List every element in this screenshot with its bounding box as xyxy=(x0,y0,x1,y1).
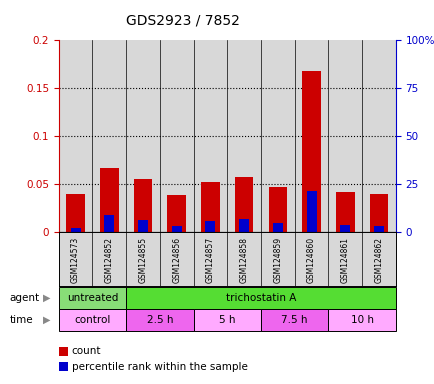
Bar xyxy=(339,225,349,232)
Bar xyxy=(59,40,92,232)
Text: untreated: untreated xyxy=(66,293,118,303)
Bar xyxy=(126,40,160,232)
Bar xyxy=(66,194,85,232)
Bar xyxy=(133,179,152,232)
Bar xyxy=(205,221,215,232)
Text: GSM124862: GSM124862 xyxy=(374,237,383,283)
Text: 7.5 h: 7.5 h xyxy=(281,315,307,325)
Text: ▶: ▶ xyxy=(43,293,51,303)
Bar xyxy=(260,40,294,232)
Text: agent: agent xyxy=(10,293,39,303)
Bar xyxy=(272,223,282,232)
Text: count: count xyxy=(72,346,101,356)
Bar xyxy=(260,309,328,331)
Text: control: control xyxy=(74,315,110,325)
Text: ▶: ▶ xyxy=(43,315,51,325)
Bar xyxy=(59,287,126,309)
Text: 10 h: 10 h xyxy=(350,315,373,325)
Bar xyxy=(104,215,114,232)
Bar xyxy=(126,309,193,331)
Bar xyxy=(306,191,316,232)
Text: GSM124855: GSM124855 xyxy=(138,237,147,283)
Bar xyxy=(373,226,383,232)
Bar xyxy=(193,40,227,232)
Bar xyxy=(369,194,388,232)
Text: GSM124861: GSM124861 xyxy=(340,237,349,283)
Bar xyxy=(302,71,320,232)
Text: time: time xyxy=(10,315,33,325)
Text: GSM124856: GSM124856 xyxy=(172,237,181,283)
Bar xyxy=(234,177,253,232)
Bar xyxy=(167,195,186,232)
Bar xyxy=(126,287,395,309)
Text: trichostatin A: trichostatin A xyxy=(225,293,296,303)
Bar xyxy=(160,40,193,232)
Text: GSM124857: GSM124857 xyxy=(205,237,214,283)
Bar xyxy=(59,309,126,331)
Text: 2.5 h: 2.5 h xyxy=(146,315,173,325)
Bar xyxy=(70,227,80,232)
Bar xyxy=(92,40,126,232)
Text: GDS2923 / 7852: GDS2923 / 7852 xyxy=(125,13,239,27)
Text: GSM124860: GSM124860 xyxy=(306,237,316,283)
Bar xyxy=(362,40,395,232)
Bar xyxy=(100,168,118,232)
Bar xyxy=(335,192,354,232)
Bar xyxy=(227,40,260,232)
Text: 5 h: 5 h xyxy=(219,315,235,325)
Bar xyxy=(294,40,328,232)
Text: GSM124858: GSM124858 xyxy=(239,237,248,283)
Text: GSM124573: GSM124573 xyxy=(71,237,80,283)
Bar xyxy=(328,309,395,331)
Bar xyxy=(268,187,286,232)
Text: GSM124859: GSM124859 xyxy=(273,237,282,283)
Text: percentile rank within the sample: percentile rank within the sample xyxy=(72,362,247,372)
Bar xyxy=(201,182,219,232)
Bar xyxy=(239,219,249,232)
Bar xyxy=(193,309,260,331)
Text: GSM124852: GSM124852 xyxy=(105,237,114,283)
Bar xyxy=(328,40,362,232)
Bar xyxy=(138,220,148,232)
Bar xyxy=(171,226,181,232)
